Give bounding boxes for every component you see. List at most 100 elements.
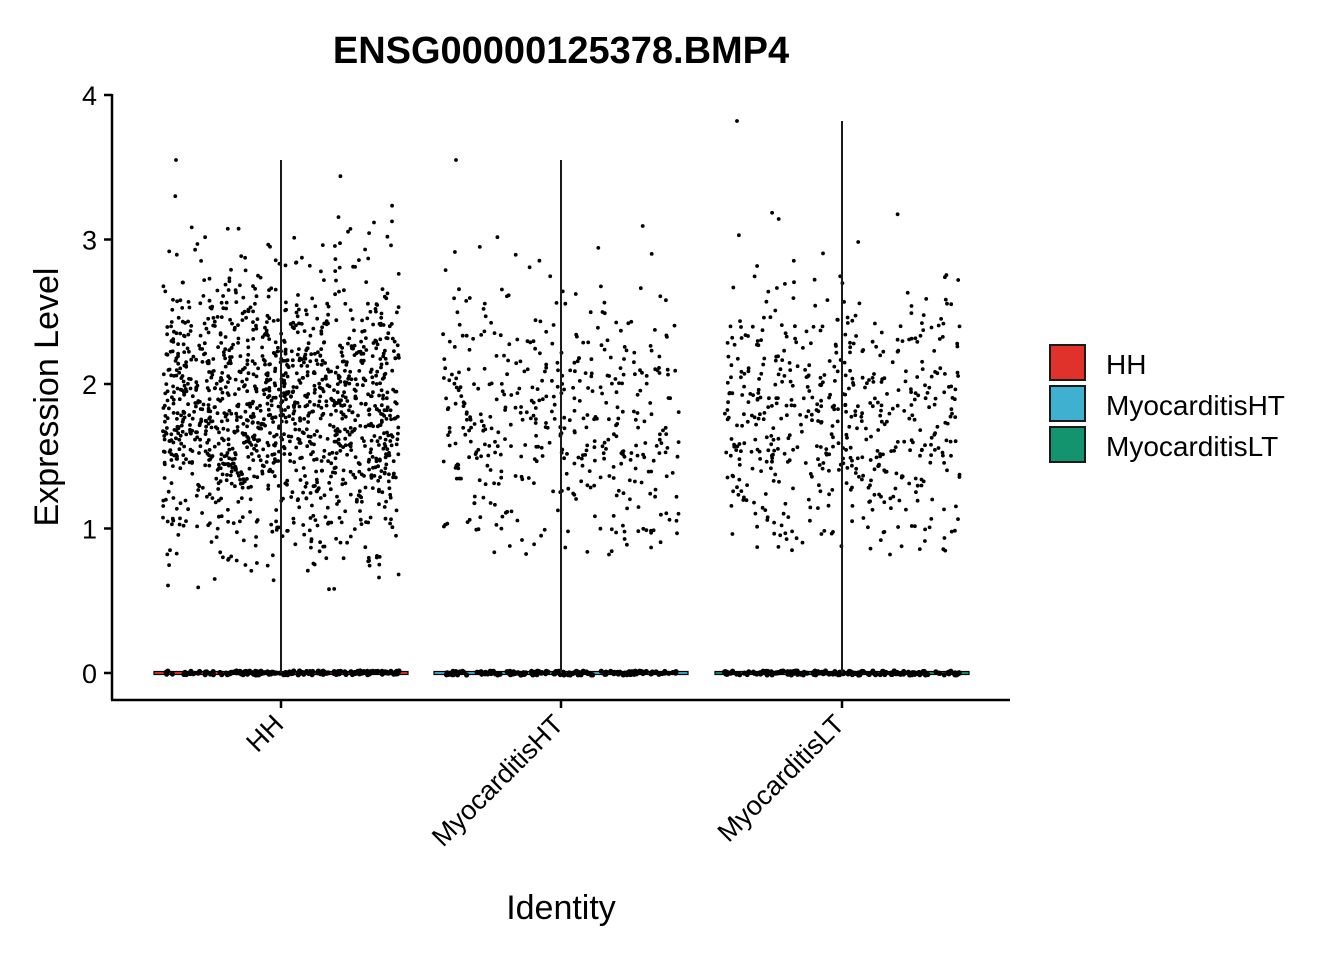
nonzero-points bbox=[161, 158, 401, 592]
chart-title: ENSG00000125378.BMP4 bbox=[333, 30, 789, 72]
data-point bbox=[234, 411, 239, 416]
data-point bbox=[187, 413, 192, 418]
data-point bbox=[285, 374, 290, 379]
data-point bbox=[367, 558, 371, 563]
data-point bbox=[311, 513, 316, 518]
data-point bbox=[319, 386, 323, 391]
data-point bbox=[209, 540, 214, 544]
data-point bbox=[441, 459, 446, 464]
data-point bbox=[844, 409, 848, 414]
data-point bbox=[383, 356, 388, 361]
data-point bbox=[661, 428, 665, 433]
data-point bbox=[382, 431, 386, 436]
data-point bbox=[260, 471, 265, 476]
data-point bbox=[601, 451, 606, 456]
data-point bbox=[804, 414, 809, 419]
data-point bbox=[356, 668, 362, 675]
data-point bbox=[896, 388, 901, 392]
data-point bbox=[175, 417, 179, 421]
data-point bbox=[390, 525, 395, 530]
data-point bbox=[266, 487, 271, 491]
data-point bbox=[385, 405, 390, 410]
data-point bbox=[384, 336, 389, 340]
data-point bbox=[572, 492, 577, 497]
data-point bbox=[375, 439, 380, 444]
data-point bbox=[306, 420, 310, 424]
data-point bbox=[371, 390, 375, 395]
data-point bbox=[346, 341, 350, 346]
data-point bbox=[831, 435, 835, 440]
data-point bbox=[657, 371, 662, 375]
data-point bbox=[324, 399, 329, 404]
data-point bbox=[364, 280, 369, 284]
data-point bbox=[338, 443, 343, 448]
data-point bbox=[190, 671, 196, 677]
data-point bbox=[276, 525, 281, 530]
data-point-min bbox=[888, 552, 892, 557]
data-point bbox=[272, 434, 276, 439]
data-point bbox=[854, 334, 858, 338]
data-point bbox=[576, 670, 583, 676]
data-point bbox=[309, 352, 314, 357]
data-point bbox=[758, 457, 762, 461]
data-point bbox=[633, 372, 637, 377]
data-point bbox=[769, 466, 773, 471]
data-point bbox=[236, 323, 240, 327]
data-point bbox=[198, 301, 203, 306]
data-point bbox=[941, 453, 945, 458]
x-tick-label: MyocarditisLT bbox=[712, 709, 851, 848]
data-point bbox=[640, 224, 645, 228]
data-point bbox=[339, 350, 344, 355]
data-point bbox=[465, 417, 469, 422]
data-point bbox=[358, 424, 363, 428]
data-point bbox=[242, 384, 246, 389]
data-point bbox=[782, 451, 787, 456]
data-point bbox=[225, 418, 230, 423]
data-point bbox=[337, 265, 342, 270]
data-point bbox=[850, 458, 854, 463]
data-point bbox=[610, 381, 614, 386]
data-point bbox=[171, 384, 176, 389]
data-point bbox=[457, 322, 462, 327]
data-point bbox=[768, 315, 773, 320]
data-point bbox=[783, 531, 788, 536]
data-point bbox=[171, 518, 176, 523]
data-point bbox=[180, 280, 185, 285]
data-point bbox=[850, 463, 854, 468]
y-tick-label: 4 bbox=[82, 81, 97, 111]
data-point bbox=[791, 258, 796, 263]
data-point bbox=[462, 401, 467, 406]
data-point bbox=[494, 354, 499, 358]
data-point bbox=[447, 426, 452, 430]
data-point bbox=[273, 443, 277, 448]
data-point bbox=[822, 529, 827, 533]
data-point bbox=[585, 483, 590, 488]
data-point bbox=[657, 437, 662, 442]
data-point bbox=[184, 360, 189, 364]
data-point bbox=[258, 668, 264, 674]
data-point bbox=[297, 347, 301, 351]
data-point bbox=[188, 377, 193, 381]
data-point bbox=[793, 324, 797, 329]
data-point bbox=[453, 250, 457, 254]
data-point bbox=[755, 447, 760, 452]
data-point bbox=[483, 314, 488, 319]
data-point bbox=[547, 440, 552, 445]
data-point bbox=[338, 241, 342, 246]
data-point bbox=[664, 432, 669, 436]
data-point bbox=[201, 402, 206, 407]
data-point bbox=[177, 370, 182, 375]
data-point bbox=[577, 379, 582, 383]
data-point bbox=[776, 217, 781, 221]
data-point bbox=[755, 339, 760, 343]
data-point bbox=[204, 424, 209, 429]
data-point bbox=[271, 670, 278, 676]
data-point bbox=[563, 301, 568, 306]
data-point bbox=[657, 366, 661, 370]
data-point bbox=[830, 488, 835, 492]
data-point bbox=[798, 671, 804, 677]
data-point bbox=[575, 359, 580, 364]
data-point bbox=[759, 371, 764, 376]
data-point bbox=[531, 413, 536, 418]
data-point bbox=[345, 429, 350, 434]
